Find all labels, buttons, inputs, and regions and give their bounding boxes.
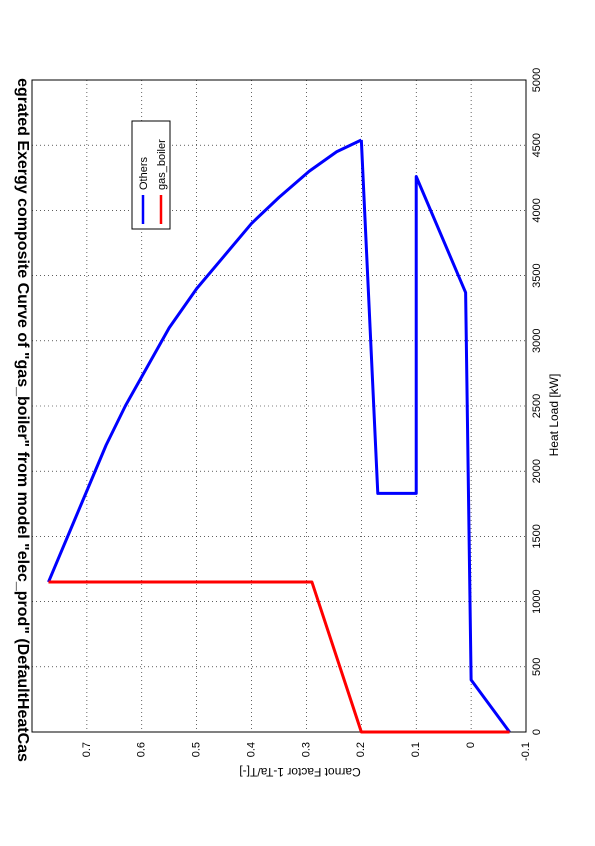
x-tick-label: 1500	[531, 524, 543, 548]
x-tick-label: 5000	[531, 68, 543, 92]
x-tick-label: 4500	[531, 133, 543, 157]
x-tick-label: 500	[531, 658, 543, 676]
y-tick-label: -0.1	[520, 742, 532, 761]
x-tick-label: 2000	[531, 459, 543, 483]
x-tick-label: 0	[531, 729, 543, 735]
series-layer	[47, 138, 511, 734]
y-tick-label: 0.3	[300, 742, 312, 757]
y-tick-label: 0.4	[245, 742, 257, 757]
x-axis-label: Heat Load [kW]	[547, 374, 561, 457]
x-tick-label: 3500	[531, 263, 543, 287]
y-tick-label: 0.6	[136, 742, 148, 757]
legend-label-gas-boiler: gas_boiler	[156, 139, 168, 190]
y-tick-label: 0	[465, 742, 477, 748]
legend-box	[131, 120, 171, 230]
x-tick-label: 1000	[531, 589, 543, 613]
y-axis-label: Carnot Factor 1-Ta/T[-]	[239, 765, 360, 779]
x-tick-label: 3000	[531, 329, 543, 353]
series-line-gas-boiler	[48, 580, 510, 734]
y-tick-label: 0.5	[191, 742, 203, 757]
plot-area-frame	[31, 79, 527, 733]
y-tick-label: 0.2	[355, 742, 367, 757]
series-line-others-segment-0	[359, 139, 511, 733]
chart-legend: Others gas_boiler	[131, 120, 171, 230]
ticks-layer: 0 500 1000 1500 2000 2500 3000 3500 4000 4500 5000…	[81, 68, 543, 761]
y-tick-label: 0.7	[81, 742, 93, 757]
x-tick-label: 2500	[531, 394, 543, 418]
chart-title: egrated Exergy composite Curve of "gas_b…	[14, 78, 31, 762]
legend-label-others: Others	[138, 156, 150, 190]
series-line-others-segment-1	[47, 138, 362, 583]
x-tick-label: 4000	[531, 198, 543, 222]
y-tick-label: 0.1	[410, 742, 422, 757]
